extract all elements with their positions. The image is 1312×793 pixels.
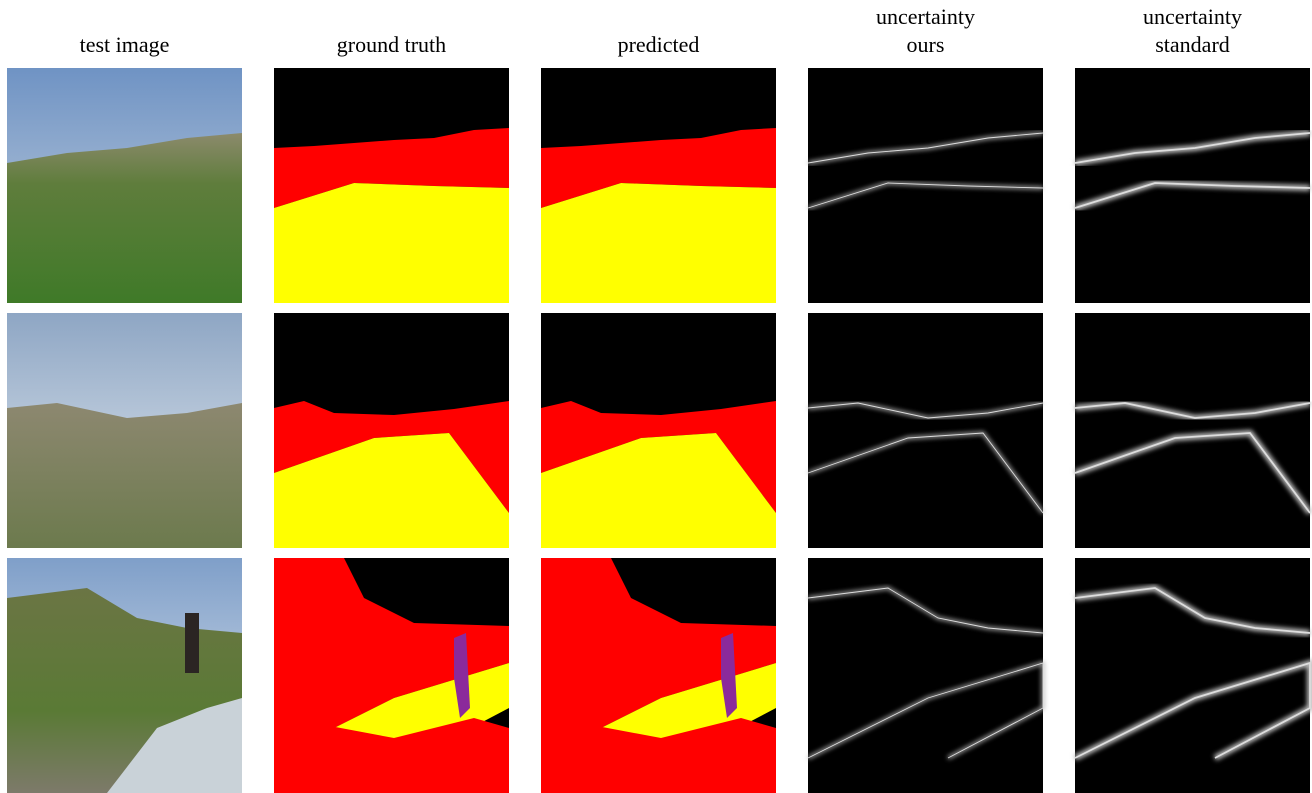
background — [808, 313, 1043, 548]
class-yellow — [274, 183, 509, 303]
figure: test image ground truth predicted uncertain… — [0, 0, 1312, 793]
ground — [7, 133, 242, 303]
person — [185, 613, 199, 673]
ground — [7, 403, 242, 548]
prediction — [541, 558, 776, 793]
column-header: ground truth — [337, 32, 446, 57]
test-image — [7, 68, 242, 303]
column-header: uncertainty — [1143, 4, 1242, 29]
uncertainty-ours — [808, 313, 1043, 548]
ground-truth — [274, 68, 509, 303]
prediction — [541, 68, 776, 303]
class-yellow — [541, 183, 776, 303]
ground-truth — [274, 313, 509, 548]
column-header: uncertainty — [876, 4, 975, 29]
background — [1075, 313, 1310, 548]
prediction — [541, 313, 776, 548]
column-header: test image — [80, 32, 170, 57]
uncertainty-ours — [808, 68, 1043, 303]
test-image — [7, 313, 242, 548]
ground-truth — [274, 558, 509, 793]
column-header: ours — [907, 32, 945, 57]
page: {"figure": {"columns": [["test image"], … — [0, 0, 1312, 793]
column-header: standard — [1155, 32, 1230, 57]
test-image — [7, 558, 242, 793]
column-header: predicted — [618, 32, 700, 57]
uncertainty-standard — [1075, 558, 1310, 793]
uncertainty-ours — [808, 558, 1043, 793]
uncertainty-standard — [1075, 68, 1310, 303]
uncertainty-standard — [1075, 313, 1310, 548]
